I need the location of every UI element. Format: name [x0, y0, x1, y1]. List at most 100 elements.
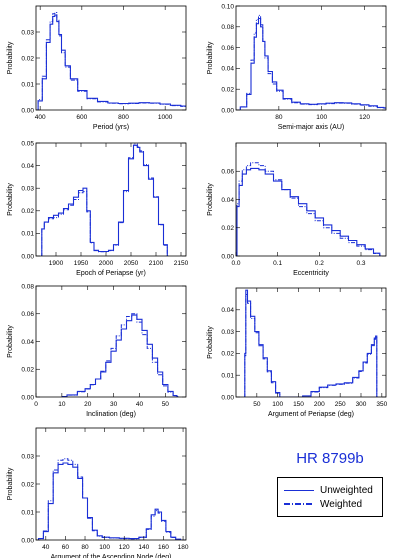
x-tick-label-node: 120 — [119, 544, 130, 551]
x-tick-label-inc: 50 — [162, 401, 170, 408]
x-tick-label-sma: 120 — [359, 114, 370, 121]
x-tick-label-epoch: 2100 — [149, 260, 164, 267]
x-axis-label-argperi: Argument of Periapse (deg) — [268, 411, 354, 418]
x-tick-label-node: 140 — [138, 544, 149, 551]
series-line-epoch-unweighted — [41, 144, 169, 256]
y-tick-label-argperi: 0.00 — [221, 394, 234, 401]
panel-argperi: 50 100 150 200 250 300 350 0.00 0.01 0.02 0.03 0.04… — [207, 287, 388, 418]
legend-entry-weighted: Weighted — [284, 498, 362, 510]
y-axis-label-epoch: Probability — [7, 183, 14, 216]
x-tick-label-epoch: 2150 — [174, 260, 189, 267]
x-axis-label-node: Argument of the Ascending Node (deg) — [50, 554, 171, 558]
x-tick-label-period: 1000 — [158, 114, 173, 121]
x-tick-label-period: 800 — [118, 114, 129, 121]
series-line-node-unweighted — [36, 462, 186, 540]
y-tick-label-sma: 0.04 — [221, 66, 234, 73]
x-tick-label-argperi: 150 — [293, 401, 304, 408]
series-line-ecc-unweighted — [236, 167, 382, 256]
series-line-inc-unweighted — [61, 314, 179, 397]
series-line-node-weighted — [36, 458, 186, 540]
plot-frame-ecc — [235, 142, 387, 257]
y-tick-label-period: 0.02 — [21, 55, 34, 62]
y-tick-label-inc: 0.06 — [21, 311, 34, 318]
panel-ecc: 0.0 0.1 0.2 0.3 0.00 0.02 0.04 0.06 Eccentricity… — [207, 142, 387, 277]
x-tick-label-period: 600 — [76, 114, 87, 121]
x-tick-label-node: 180 — [178, 544, 189, 551]
y-tick-label-sma: 0.00 — [221, 107, 234, 114]
y-tick-label-epoch: 0.03 — [21, 186, 34, 193]
x-tick-label-argperi: 250 — [335, 401, 346, 408]
series-line-period-weighted — [36, 12, 186, 110]
x-tick-label-node: 80 — [81, 544, 89, 551]
x-tick-label-sma: 80 — [275, 114, 283, 121]
y-tick-label-ecc: 0.00 — [221, 253, 234, 260]
y-tick-label-period: 0.03 — [21, 29, 34, 36]
x-tick-label-inc: 30 — [110, 401, 118, 408]
x-tick-label-node: 100 — [99, 544, 110, 551]
y-tick-label-sma: 0.02 — [221, 87, 234, 94]
x-tick-label-inc: 40 — [136, 401, 144, 408]
legend-dashdot-line-swatch — [284, 503, 314, 505]
series-line-sma-unweighted — [236, 17, 386, 110]
y-axis-label-period: Probability — [7, 41, 14, 74]
x-tick-label-argperi: 350 — [376, 401, 387, 408]
y-tick-label-inc: 0.08 — [21, 283, 34, 290]
y-tick-label-ecc: 0.04 — [221, 197, 234, 204]
x-tick-label-inc: 20 — [84, 401, 92, 408]
y-tick-label-inc: 0.00 — [21, 394, 34, 401]
x-tick-label-inc: 0 — [34, 401, 38, 408]
y-tick-label-inc: 0.04 — [21, 339, 34, 346]
y-tick-label-epoch: 0.00 — [21, 253, 34, 260]
x-tick-label-argperi: 100 — [272, 401, 283, 408]
object-name-label: HR 8799b — [296, 450, 364, 467]
legend-solid-line-swatch — [284, 489, 314, 491]
series-line-argperi-weighted — [244, 294, 378, 397]
series-line-ecc-weighted — [236, 162, 382, 256]
legend-entry-unweighted: Unweighted — [284, 484, 373, 496]
x-axis-label-inc: Inclination (deg) — [86, 411, 136, 418]
y-tick-label-epoch: 0.01 — [21, 231, 34, 238]
x-tick-label-sma: 100 — [316, 114, 327, 121]
series-line-sma-weighted — [236, 14, 386, 110]
x-tick-label-ecc: 0.2 — [315, 260, 324, 267]
x-tick-label-node: 160 — [158, 544, 169, 551]
y-tick-label-sma: 0.10 — [221, 3, 234, 10]
series-line-argperi-unweighted — [244, 289, 378, 397]
x-tick-label-epoch: 2000 — [99, 260, 114, 267]
x-tick-label-node: 40 — [42, 544, 50, 551]
y-tick-label-node: 0.03 — [21, 453, 34, 460]
panel-sma: 80 100 120 0.00 0.02 0.04 0.06 0.08 0.10 Semi-maj… — [207, 3, 387, 131]
x-axis-label-period: Period (yrs) — [93, 124, 129, 131]
x-axis-label-epoch: Epoch of Periapse (yr) — [76, 270, 146, 277]
y-tick-label-node: 0.00 — [21, 537, 34, 544]
x-tick-label-epoch: 1900 — [49, 260, 64, 267]
legend-box: Unweighted Weighted — [277, 477, 383, 517]
x-tick-label-inc: 10 — [58, 401, 66, 408]
y-tick-label-argperi: 0.03 — [221, 329, 234, 336]
plot-frame-epoch — [35, 142, 187, 257]
y-tick-label-argperi: 0.02 — [221, 351, 234, 358]
panel-inc: 0 10 20 30 40 50 0.00 0.02 0.04 0.06 0.08 Inclinati… — [7, 283, 187, 418]
x-tick-label-argperi: 50 — [253, 401, 261, 408]
y-tick-label-argperi: 0.04 — [221, 307, 234, 314]
x-tick-label-ecc: 0.0 — [231, 260, 240, 267]
x-tick-label-epoch: 1950 — [74, 260, 89, 267]
y-tick-label-ecc: 0.06 — [221, 169, 234, 176]
series-line-epoch-weighted — [41, 143, 169, 256]
panel-period: 400 600 800 1000 0.00 0.01 0.02 0.03 Period (yrs… — [7, 5, 187, 131]
x-tick-label-ecc: 0.1 — [273, 260, 282, 267]
y-tick-label-period: 0.01 — [21, 81, 34, 88]
y-tick-label-node: 0.01 — [21, 509, 34, 516]
series-line-inc-weighted — [61, 313, 179, 397]
y-tick-label-sma: 0.06 — [221, 45, 234, 52]
plot-frame-node — [35, 427, 187, 541]
y-tick-label-period: 0.00 — [21, 107, 34, 114]
y-tick-label-ecc: 0.02 — [221, 225, 234, 232]
y-axis-label-sma: Probability — [207, 41, 214, 74]
plot-frame-sma — [235, 5, 387, 111]
x-axis-label-ecc: Eccentricity — [293, 270, 329, 277]
panel-node: 40 60 80 100 120 140 160 180 0.00 0.01 0.02 0.03 Arg… — [7, 427, 189, 558]
plot-frame-argperi — [235, 287, 387, 398]
x-tick-label-node: 60 — [62, 544, 70, 551]
